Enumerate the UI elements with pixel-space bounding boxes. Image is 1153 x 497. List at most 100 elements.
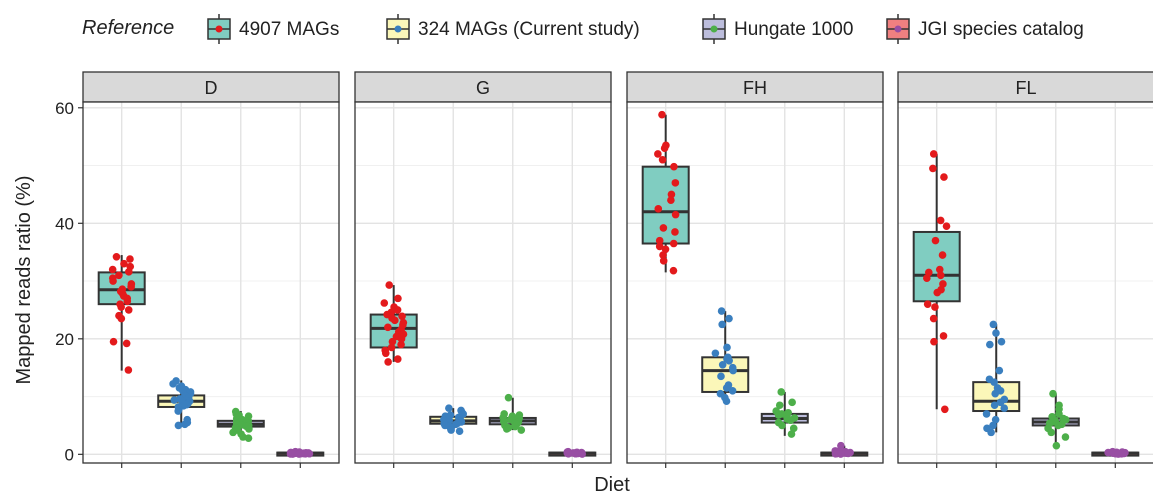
- data-point: [930, 337, 938, 346]
- data-point: [788, 398, 796, 407]
- data-point: [1047, 428, 1056, 437]
- data-point: [836, 450, 845, 458]
- panel-border: [354, 101, 612, 464]
- data-point: [245, 425, 253, 433]
- legend-entry-1: 4907 MAGs: [207, 14, 339, 44]
- legend-label: JGI species catalog: [918, 19, 1084, 40]
- box-fl-series-1: [912, 150, 961, 414]
- data-point: [244, 434, 253, 442]
- data-point: [986, 340, 994, 349]
- data-point: [502, 425, 511, 433]
- data-point: [671, 179, 680, 187]
- data-point: [718, 361, 727, 369]
- data-point: [445, 404, 453, 412]
- data-point: [991, 415, 1000, 424]
- data-point: [923, 274, 931, 282]
- legend-key-point: [894, 25, 902, 33]
- data-point: [384, 323, 392, 332]
- data-point: [108, 265, 117, 274]
- data-point: [936, 216, 945, 225]
- data-point: [659, 257, 668, 265]
- data-point: [729, 366, 737, 375]
- box-d-series-2: [157, 377, 206, 430]
- data-point: [170, 396, 179, 404]
- data-point: [511, 422, 519, 431]
- data-point: [295, 450, 303, 458]
- data-point: [777, 388, 786, 396]
- data-point: [1049, 389, 1057, 398]
- data-point: [997, 337, 1006, 346]
- box-d-series-1: [97, 252, 146, 374]
- data-point: [995, 366, 1004, 375]
- y-tick-label: 20: [55, 330, 74, 349]
- data-point: [982, 410, 991, 418]
- data-point: [718, 320, 726, 329]
- data-point: [775, 401, 784, 410]
- box-d-series-4: [276, 447, 325, 458]
- data-point: [723, 343, 731, 352]
- facet-strip-label: G: [476, 78, 490, 98]
- legend-entry-2: 324 MAGs (Current study): [386, 14, 640, 44]
- facet-panels: D G FH FL: [82, 71, 1153, 468]
- data-point: [931, 236, 940, 245]
- data-point: [786, 416, 795, 425]
- data-point: [669, 239, 678, 248]
- legend: Reference 4907 MAGs 324 MAGs (Current stu…: [82, 14, 1084, 44]
- data-point: [659, 251, 667, 259]
- data-point: [659, 224, 668, 232]
- data-point: [989, 320, 998, 329]
- data-point: [393, 355, 402, 363]
- data-point: [939, 280, 947, 288]
- data-point: [578, 450, 587, 458]
- data-point: [936, 271, 945, 280]
- legend-label: Hungate 1000: [734, 19, 853, 40]
- data-point: [124, 306, 133, 314]
- data-point: [1052, 441, 1061, 450]
- data-point: [301, 450, 310, 458]
- legend-entry-3: Hungate 1000: [702, 14, 853, 44]
- facet-panel-fl: FL: [897, 71, 1153, 468]
- data-point: [571, 449, 580, 458]
- legend-key-point: [394, 25, 402, 33]
- data-point: [667, 196, 675, 204]
- data-point: [929, 314, 938, 323]
- panel-border: [626, 101, 884, 464]
- data-point: [385, 281, 394, 289]
- data-point: [125, 268, 133, 276]
- data-point: [939, 332, 948, 340]
- data-point: [393, 306, 402, 314]
- facet-panel-fh: FH: [626, 71, 884, 468]
- data-point: [1114, 450, 1123, 458]
- data-point: [987, 428, 995, 437]
- legend-key-point: [215, 25, 223, 33]
- data-point: [931, 303, 939, 311]
- data-point: [1000, 404, 1009, 412]
- data-point: [725, 314, 733, 323]
- data-point: [387, 343, 396, 352]
- data-point: [398, 312, 406, 321]
- facet-strip-label: D: [205, 78, 218, 98]
- box-fl-series-3: [1031, 389, 1080, 450]
- data-point: [728, 387, 737, 395]
- data-point: [787, 430, 796, 438]
- data-point: [844, 449, 852, 458]
- data-point: [717, 372, 725, 381]
- data-point: [837, 441, 845, 450]
- data-point: [667, 190, 676, 199]
- data-point: [229, 428, 237, 437]
- data-point: [722, 384, 731, 392]
- box-g-series-4: [548, 447, 597, 458]
- data-point: [933, 288, 942, 297]
- data-point: [655, 242, 664, 251]
- data-point: [288, 450, 297, 458]
- box-fh-series-4: [820, 441, 869, 458]
- data-point: [655, 236, 664, 245]
- facet-strip-label: FH: [743, 78, 767, 98]
- box-fh-series-2: [701, 307, 750, 405]
- data-point: [671, 210, 680, 219]
- data-point: [671, 228, 679, 236]
- x-axis-label: Diet: [594, 474, 630, 496]
- facet-strip: [82, 71, 340, 103]
- facet-panel-d: D: [82, 71, 340, 468]
- data-point: [109, 337, 118, 346]
